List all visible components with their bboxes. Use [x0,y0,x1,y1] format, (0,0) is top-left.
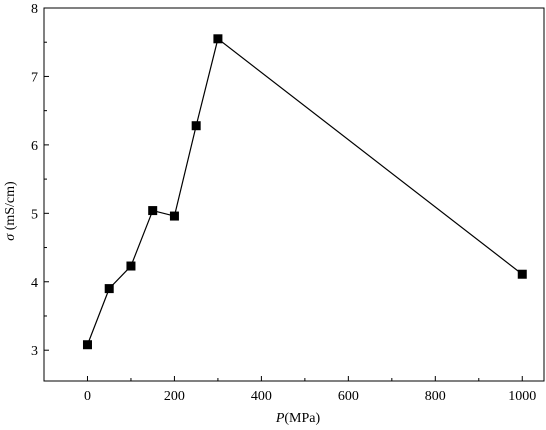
x-tick-label: 800 [425,389,446,404]
x-tick-label: 1000 [508,389,536,404]
y-axis-ticks: 3 4 5 6 7 8 [31,2,49,359]
y-axis-unit: (mS/cm) [3,181,18,234]
data-point-marker [104,284,114,294]
x-tick-label: 400 [251,389,272,404]
x-axis-title: P(MPa) [275,411,321,426]
y-tick-label: 7 [31,70,38,85]
x-tick-label: 200 [164,389,185,404]
y-tick-label: 3 [31,344,38,359]
series-layer [82,34,527,350]
y-axis-title: σ (mS/cm) [3,181,18,241]
plot-border [43,7,545,382]
x-tick-label: 600 [338,389,359,404]
data-point-marker [517,269,527,279]
data-point-marker [213,34,223,44]
data-point-marker [191,121,201,131]
data-point-marker [126,261,136,271]
y-tick-label: 6 [31,139,38,154]
x-axis-ticks: 0 200 400 600 800 1000 [43,376,536,404]
data-point-marker [169,211,179,221]
x-axis-unit: (MPa) [284,411,320,426]
y-tick-label: 8 [31,2,38,17]
x-tick-label: 0 [84,389,91,404]
y-axis-symbol: σ [3,233,18,241]
y-tick-label: 5 [31,207,38,222]
plot-frame [43,7,545,382]
data-point-marker [82,340,92,350]
x-axis-symbol: P [275,411,285,426]
data-point-marker [148,206,158,216]
series-line [86,37,523,345]
y-tick-label: 4 [31,276,38,291]
